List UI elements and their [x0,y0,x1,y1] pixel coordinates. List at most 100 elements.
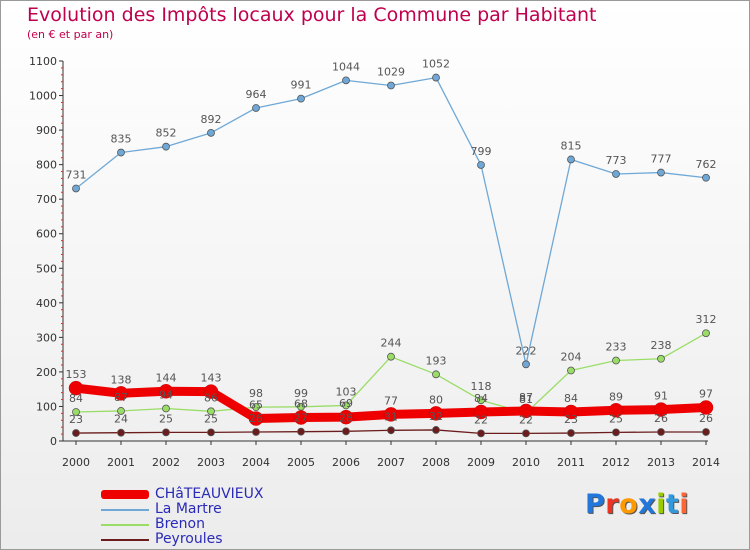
x-tick-label: 2005 [287,456,315,469]
legend-label-chateauvieux: CHâTEAUVIEUX [155,486,264,502]
y-tick-label: 1100 [29,55,57,68]
data-label: 26 [699,412,713,425]
data-label: 84 [69,392,83,405]
logo-letter: P [585,489,606,520]
logo-letter: r [605,489,620,520]
data-label: 84 [474,392,488,405]
proxiti-logo: Proxiti [585,489,689,520]
data-point [612,170,620,178]
data-point [117,407,125,415]
data-point [477,429,485,438]
legend: CHâTEAUVIEUX La Martre Brenon Peyroules [101,487,264,547]
data-label: 815 [561,139,582,152]
data-label: 94 [159,389,173,402]
legend-swatch-brenon [101,524,149,526]
data-label: 852 [156,127,177,140]
x-tick-label: 2002 [152,456,180,469]
data-label: 193 [426,354,447,367]
legend-item-brenon[interactable]: Brenon [101,517,264,532]
data-label: 91 [654,390,668,403]
data-point [72,408,80,416]
data-label: 86 [204,391,218,404]
data-label: 97 [699,387,713,400]
y-tick-label: 100 [36,400,57,413]
logo-letter: t [665,489,680,520]
data-label: 25 [159,412,173,425]
data-label: 835 [111,133,132,146]
x-tick-label: 2008 [422,456,450,469]
legend-item-chateauvieux[interactable]: CHâTEAUVIEUX [101,487,264,502]
data-point [653,402,669,417]
data-point [162,404,170,413]
x-tick-label: 2007 [377,456,405,469]
data-point [203,384,219,399]
y-tick-label: 1000 [29,90,57,103]
data-label: 991 [291,79,312,92]
y-tick-label: 600 [36,228,57,241]
data-point [113,386,129,401]
y-tick-label: 800 [36,159,57,172]
data-label: 777 [651,153,672,166]
data-point [297,94,305,103]
data-label: 731 [66,168,87,181]
data-label: 65 [249,399,263,412]
data-point [657,354,665,363]
data-point [563,404,579,420]
y-tick-label: 900 [36,124,57,137]
data-point [252,104,260,112]
chart-title: Evolution des Impôts locaux pour la Comm… [27,4,597,26]
data-point [473,404,489,420]
data-label: 23 [69,413,83,426]
y-tick-label: 400 [36,297,57,310]
data-point [702,329,710,338]
data-label: 799 [471,145,492,158]
data-point [612,428,620,437]
legend-swatch-chateauvieux [101,490,149,499]
data-label: 98 [249,387,263,400]
x-tick-label: 2000 [62,456,90,469]
data-point [207,428,215,437]
data-label: 23 [564,413,578,426]
x-tick-label: 2003 [197,456,225,469]
data-point [657,168,665,177]
data-label: 32 [429,410,443,423]
x-tick-label: 2014 [692,456,720,469]
data-point [387,352,395,361]
data-point [207,407,215,416]
data-point [432,370,440,379]
data-point [338,409,354,425]
data-label: 89 [609,390,623,403]
data-point [567,429,575,437]
data-point [117,148,125,157]
series-line-la-martre [75,76,707,365]
data-point [428,406,444,421]
data-label: 22 [519,413,533,426]
data-point [72,184,80,193]
data-label: 153 [66,368,87,381]
data-label: 77 [384,394,398,407]
data-label: 69 [339,397,353,410]
logo-letter: i [679,489,690,520]
data-point [608,403,624,418]
legend-item-peyroules[interactable]: Peyroules [101,532,264,547]
data-label: 312 [696,313,717,326]
data-label: 103 [336,385,357,398]
data-label: 1052 [422,58,450,71]
x-tick-label: 2010 [512,456,540,469]
legend-item-la-martre[interactable]: La Martre [101,502,264,517]
logo-letter: x [638,489,657,520]
chart-subtitle: (en € et par an) [27,28,114,41]
data-label: 87 [114,391,128,404]
data-point [567,366,575,375]
data-label: 84 [564,392,578,405]
data-label: 118 [471,380,492,393]
data-label: 1044 [332,60,360,73]
data-point [342,427,350,436]
y-tick-label: 0 [50,435,57,448]
data-point [117,428,125,437]
data-point [342,401,350,410]
data-label: 31 [384,410,398,423]
x-tick-label: 2012 [602,456,630,469]
data-label: 87 [519,391,533,404]
